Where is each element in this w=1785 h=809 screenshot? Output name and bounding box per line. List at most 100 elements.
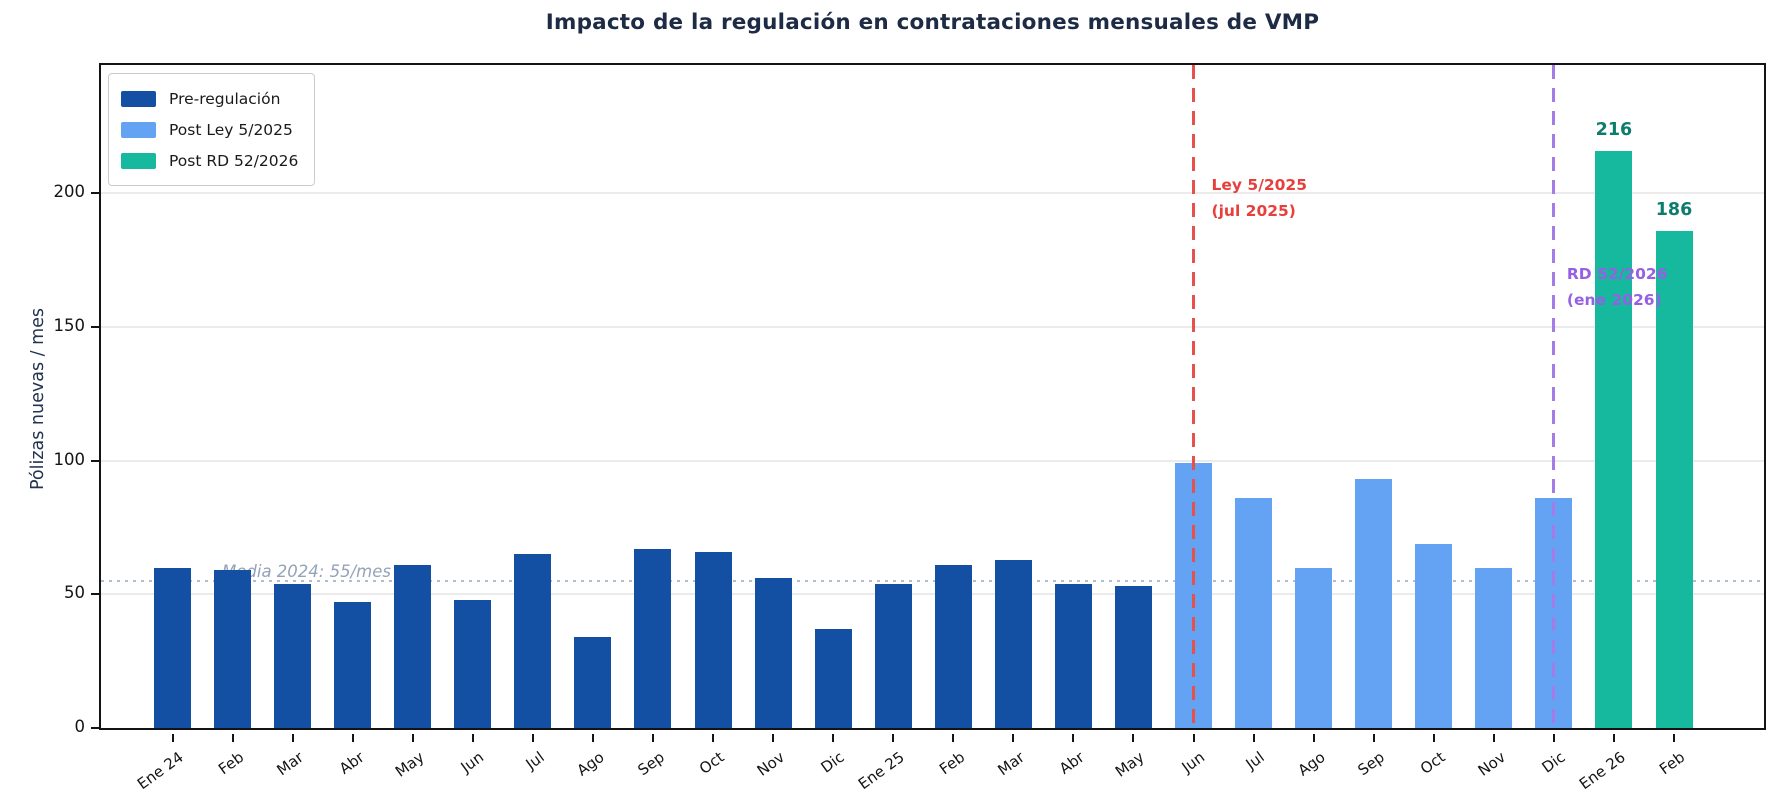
x-tick-label: Ene 25 [855,748,908,794]
x-tick-label: Ene 24 [134,748,188,794]
regulation-line-1 [1552,65,1556,728]
x-tick [1432,734,1435,742]
bar-sep-20 [1355,479,1393,728]
legend-label: Pre-regulación [169,89,281,108]
x-tick [1072,734,1075,742]
x-tick-label: Jul [1242,748,1269,774]
legend-row: Post Ley 5/2025 [121,114,298,145]
y-tick [91,192,99,195]
gridline [101,192,1764,195]
legend-label: Post Ley 5/2025 [169,120,293,139]
bar-value-label: 216 [1595,119,1633,140]
bar-oct-9 [694,551,732,728]
gridline [101,459,1764,462]
x-tick [651,734,654,742]
x-tick-label: Jun [1178,748,1209,777]
regulation-annotation-1: RD 52/2026 (ene 2026) [1566,265,1668,310]
bar-ene-26-24 [1595,150,1633,728]
x-tick-label: Ago [573,748,608,780]
bar-oct-21 [1415,543,1453,728]
x-tick [1612,734,1615,742]
gridline [101,325,1764,328]
bar-value-label: 186 [1655,199,1693,220]
x-tick [1372,734,1375,742]
x-tick [471,734,474,742]
x-tick [411,734,414,742]
x-tick-label: May [391,748,428,781]
y-tick-label: 200 [53,182,86,202]
x-tick-label: Jun [457,748,488,777]
regulation-annotation-0: Ley 5/2025 (jul 2025) [1211,176,1307,221]
x-tick-label: Mar [994,748,1028,780]
bar-jun-5 [454,599,492,728]
x-tick-label: Nov [753,748,788,780]
x-tick [531,734,534,742]
x-tick [1132,734,1135,742]
x-tick [231,734,234,742]
regulation-line-0 [1192,65,1196,728]
y-tick-label: 0 [74,717,86,736]
bar-feb-13 [934,564,972,728]
legend-row: Post RD 52/2026 [121,145,298,176]
x-tick [832,734,835,742]
plot-area: Media 2024: 55/mes Ley 5/2025 (jul 2025) R… [99,63,1766,730]
x-tick-label: Mar [273,748,308,780]
bar-abr-15 [1054,583,1092,728]
bar-jul-6 [514,554,552,728]
bar-mar-14 [994,559,1032,728]
x-tick [171,734,174,742]
x-tick [772,734,775,742]
bar-feb-1 [214,570,252,728]
bar-ene-25-12 [874,583,912,728]
chart-title: Impacto de la regulación en contratacion… [545,10,1320,35]
x-tick-label: Oct [696,748,728,778]
x-tick [1252,734,1255,742]
y-axis-label: Pólizas nuevas / mes [28,307,48,491]
bar-abr-3 [334,602,372,728]
legend-label: Post RD 52/2026 [169,151,299,170]
x-tick [1312,734,1315,742]
y-tick-label: 100 [53,449,86,469]
bar-may-16 [1114,586,1152,728]
x-tick-label: Abr [1056,748,1088,778]
x-tick-label: Feb [935,748,968,779]
bar-ago-19 [1295,567,1333,728]
x-tick-label: Dic [1538,748,1569,777]
x-tick-label: Nov [1474,748,1509,780]
x-tick [1192,734,1195,742]
y-tick [91,593,99,596]
x-tick [1492,734,1495,742]
legend-swatch [121,152,156,169]
legend-row: Pre-regulación [121,83,298,114]
x-tick [1012,734,1015,742]
x-tick [712,734,715,742]
legend: Pre-regulación Post Ley 5/2025 Post RD 52/… [108,73,316,186]
x-tick [1552,734,1555,742]
y-tick [91,325,99,328]
bar-ene-24-0 [154,567,191,728]
bar-nov-22 [1475,567,1513,728]
x-tick [291,734,294,742]
bar-dic-11 [814,629,852,728]
gridline [101,593,1764,596]
y-tick [91,459,99,462]
mean-reference-line [101,579,1764,582]
x-tick [1673,734,1675,742]
y-tick-label: 150 [53,315,86,335]
x-tick-label: Ene 26 [1575,748,1629,794]
y-tick [91,727,99,729]
x-tick-label: Sep [634,748,668,780]
legend-swatch [121,90,156,107]
bar-feb-25 [1655,230,1693,728]
x-tick-label: Dic [817,748,848,777]
x-tick [892,734,895,742]
bar-sep-8 [634,548,672,728]
legend-swatch [121,121,156,138]
x-tick-label: Abr [335,748,368,778]
x-tick [591,734,594,742]
x-tick-label: Ago [1294,748,1329,780]
x-tick-label: May [1112,748,1149,781]
bar-may-4 [394,564,432,728]
x-tick-label: Feb [1656,748,1689,779]
